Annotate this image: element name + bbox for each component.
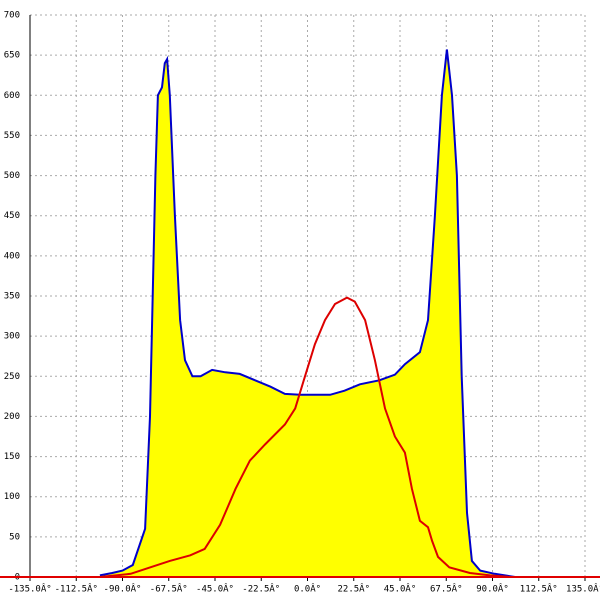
y-tick-label: 500 xyxy=(4,171,20,181)
x-tick-label: 90.0Â° xyxy=(476,583,509,595)
y-tick-label: 650 xyxy=(4,51,20,61)
y-tick-label: 600 xyxy=(4,91,20,101)
y-tick-label: 250 xyxy=(4,372,20,382)
x-tick-label: 135.0Â° xyxy=(566,583,600,595)
x-tick-label: -112.5Â° xyxy=(55,583,98,595)
series-line xyxy=(99,49,516,578)
x-tick-label: -45.0Â° xyxy=(196,583,234,595)
x-tick-label: -22.5Â° xyxy=(242,583,280,595)
x-tick-label: 45.0Â° xyxy=(384,583,417,595)
y-tick-label: 350 xyxy=(4,292,20,302)
y-tick-label: 150 xyxy=(4,452,20,462)
y-tick-label: 400 xyxy=(4,251,20,261)
y-tick-label: 300 xyxy=(4,332,20,342)
x-tick-label: -90.0Â° xyxy=(104,583,142,595)
x-tick-label: 22.5Â° xyxy=(337,583,370,595)
x-tick-label: 112.5Â° xyxy=(520,583,558,595)
y-tick-label: 550 xyxy=(4,131,20,141)
y-tick-label: 450 xyxy=(4,211,20,221)
y-tick-label: 200 xyxy=(4,412,20,422)
area-fill xyxy=(99,49,516,577)
x-tick-label: 67.5Â° xyxy=(430,583,463,595)
x-tick-label: -67.5Â° xyxy=(150,583,188,595)
x-tick-label: 0.0Â° xyxy=(294,583,321,595)
x-tick-label: -135.0Â° xyxy=(8,583,51,595)
series-line xyxy=(99,296,511,578)
y-tick-label: 50 xyxy=(9,532,20,542)
y-tick-label: 100 xyxy=(4,492,20,502)
y-tick-label: 700 xyxy=(4,11,20,21)
